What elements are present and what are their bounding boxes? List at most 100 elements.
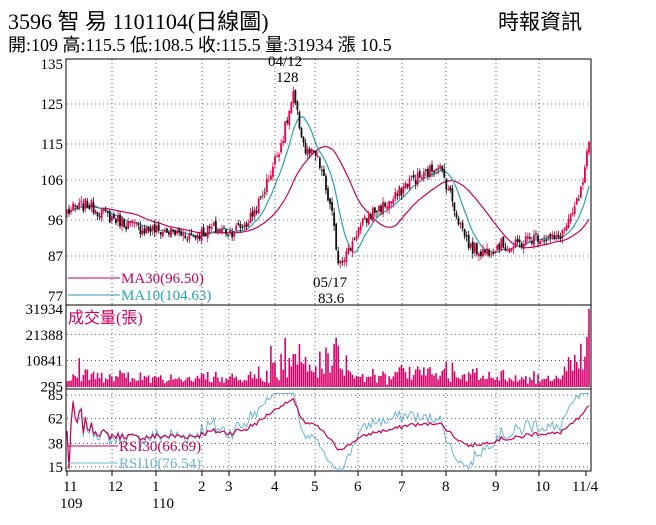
candle-body xyxy=(331,201,333,211)
month-label: 12 xyxy=(108,479,123,495)
volume-bar xyxy=(435,373,437,387)
volume-bar xyxy=(319,351,321,387)
volume-bar xyxy=(339,368,342,387)
rsi30-line xyxy=(66,397,590,470)
volume-bar xyxy=(355,375,358,387)
candle-body xyxy=(272,166,274,177)
volume-bar xyxy=(261,380,264,387)
volume-bar xyxy=(498,380,501,387)
month-label: 6 xyxy=(354,479,362,495)
candle-body xyxy=(522,243,525,249)
volume-bar xyxy=(335,337,337,387)
volume-bar xyxy=(402,368,405,387)
volume-bar xyxy=(270,345,272,387)
volume-bar xyxy=(345,355,348,387)
volume-bar xyxy=(104,378,107,387)
candle-body xyxy=(486,248,488,255)
volume-bar xyxy=(578,368,580,387)
candle-body xyxy=(459,223,462,225)
candle-body xyxy=(520,243,523,247)
volume-bar xyxy=(323,373,325,387)
volume-panel: 31934 21388 10841 295 成交量(張) xyxy=(26,302,592,395)
candle-body xyxy=(123,219,125,227)
rsi-panel: 85 62 38 15 RSI30(66.69) RSI10(76.54) xyxy=(48,388,592,476)
candle-body xyxy=(329,198,331,205)
candle-body xyxy=(68,208,70,214)
candle-body xyxy=(524,236,527,245)
volume-bar xyxy=(168,380,170,387)
candle-body xyxy=(477,253,480,257)
candle-body xyxy=(292,90,295,104)
volume-bar xyxy=(506,381,509,387)
volume-bar xyxy=(329,372,331,387)
month-label: 5 xyxy=(311,479,319,495)
candle-body xyxy=(196,235,199,240)
month-label: 7 xyxy=(398,479,406,495)
candle-body xyxy=(204,233,207,237)
candle-body xyxy=(453,202,456,212)
candle-body xyxy=(394,191,397,199)
volume-bar xyxy=(469,374,472,387)
candle-body xyxy=(567,219,570,228)
volume-bar xyxy=(225,378,227,387)
volume-bar xyxy=(321,368,323,387)
candle-body xyxy=(549,234,552,238)
candle-body xyxy=(502,236,505,248)
candle-body xyxy=(182,233,185,236)
volume-bar xyxy=(567,357,570,387)
volume-bar xyxy=(227,379,229,387)
volume-bar xyxy=(306,371,309,387)
price-tick-label: 135 xyxy=(41,57,64,73)
candle-body xyxy=(449,186,452,191)
volume-bar xyxy=(119,370,121,387)
candle-body xyxy=(581,182,584,185)
volume-bar xyxy=(333,343,335,387)
volume-bar xyxy=(92,371,95,387)
candle-body xyxy=(231,231,234,238)
rsi-lines xyxy=(66,393,590,471)
volume-bar xyxy=(457,377,460,387)
volume-bar xyxy=(70,380,72,387)
volume-bar xyxy=(541,379,543,387)
candle-body xyxy=(290,102,293,114)
volume-bar xyxy=(239,379,242,387)
volume-bar xyxy=(263,382,266,387)
volume-bar xyxy=(549,380,552,387)
candle-body xyxy=(98,215,101,217)
candle-body xyxy=(163,230,166,232)
volume-bar xyxy=(451,362,454,387)
volume-bar xyxy=(380,375,382,387)
ma30-line xyxy=(66,145,590,249)
volume-bar xyxy=(512,381,515,387)
volume-bar xyxy=(584,356,586,387)
candle-body xyxy=(145,227,148,234)
candle-body xyxy=(541,238,544,241)
candle-body xyxy=(121,217,123,227)
candle-body xyxy=(100,210,103,219)
candle-body xyxy=(539,240,541,244)
volume-bar xyxy=(396,372,399,387)
candle-body xyxy=(108,211,111,223)
candle-body xyxy=(200,229,203,242)
volume-bar xyxy=(471,368,474,387)
chart-title: 3596 智 易 1101104(日線圖) xyxy=(8,9,269,34)
volume-bar xyxy=(106,379,109,387)
candle-body xyxy=(188,234,191,240)
volume-bar xyxy=(325,347,327,387)
volume-bar xyxy=(174,378,176,387)
candle-body xyxy=(414,180,417,185)
volume-bar xyxy=(443,368,446,387)
month-label: 11/4 xyxy=(572,479,599,495)
candle-body xyxy=(235,225,238,231)
candle-body xyxy=(310,148,313,155)
candle-body xyxy=(137,223,140,225)
candle-body xyxy=(441,166,444,171)
candle-body xyxy=(455,212,458,218)
volume-bar xyxy=(463,374,466,387)
volume-bar xyxy=(500,371,503,387)
candle-body xyxy=(284,121,287,143)
volume-bar xyxy=(194,378,197,387)
volume-bar xyxy=(365,376,368,387)
volume-bar xyxy=(96,372,99,387)
candle-body xyxy=(174,230,176,235)
